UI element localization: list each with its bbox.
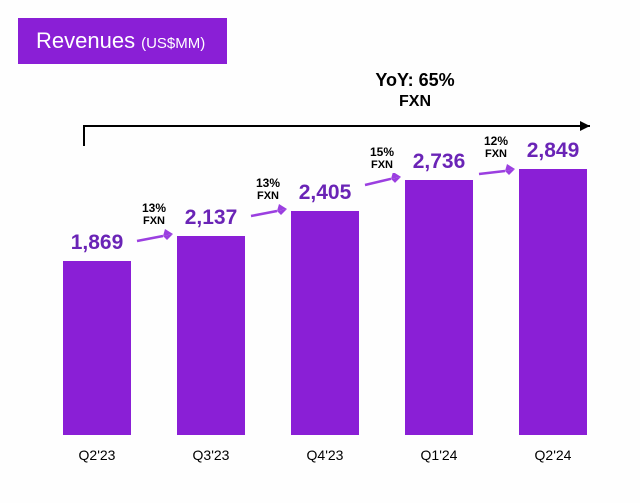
- revenue-bar-chart: 1,869 Q2'23 2,137 Q3'23 2,405 Q4'23 2,736 Q1'24…: [40, 150, 610, 463]
- growth-arrow-icon: [249, 204, 287, 222]
- bar-label: Q3'23: [193, 447, 230, 463]
- growth-pct: 13%: [124, 202, 184, 215]
- bar-label: Q4'23: [307, 447, 344, 463]
- bar: [519, 169, 587, 435]
- growth-annotation: 12%FXN: [466, 135, 526, 180]
- bar-label: Q2'24: [535, 447, 572, 463]
- yoy-line2: FXN: [230, 93, 600, 111]
- bar-value: 2,849: [527, 139, 580, 163]
- bar: [177, 236, 245, 435]
- growth-arrow-icon: [135, 229, 173, 247]
- bar-value: 2,137: [185, 206, 238, 230]
- title-bar: Revenues (US$MM): [18, 18, 227, 64]
- growth-pct: 15%: [352, 146, 412, 159]
- growth-pct: 12%: [466, 135, 526, 148]
- bar-column: 2,736 Q1'24: [382, 150, 496, 463]
- growth-sub: FXN: [124, 215, 184, 227]
- growth-pct: 13%: [238, 177, 298, 190]
- growth-annotation: 13%FXN: [124, 202, 184, 247]
- bar-column: 2,405 Q4'23: [268, 181, 382, 463]
- bar-value: 2,405: [299, 181, 352, 205]
- bar-label: Q1'24: [421, 447, 458, 463]
- yoy-annotation: YoY: 65% FXN: [230, 70, 600, 111]
- title-sub: (US$MM): [141, 35, 205, 52]
- growth-sub: FXN: [466, 148, 526, 160]
- bar-column: 1,869 Q2'23: [40, 231, 154, 463]
- yoy-line1: YoY: 65%: [230, 70, 600, 91]
- bar: [291, 211, 359, 435]
- growth-arrow-icon: [477, 162, 515, 180]
- title-main: Revenues: [36, 28, 135, 54]
- bar: [405, 180, 473, 435]
- bar-label: Q2'23: [79, 447, 116, 463]
- growth-annotation: 13%FXN: [238, 177, 298, 222]
- bar-value: 1,869: [71, 231, 124, 255]
- growth-sub: FXN: [352, 159, 412, 171]
- growth-annotation: 15%FXN: [352, 146, 412, 191]
- bar-value: 2,736: [413, 150, 466, 174]
- bar-column: 2,849 Q2'24: [496, 139, 610, 463]
- growth-arrow-icon: [363, 173, 401, 191]
- bar: [63, 261, 131, 435]
- growth-sub: FXN: [238, 190, 298, 202]
